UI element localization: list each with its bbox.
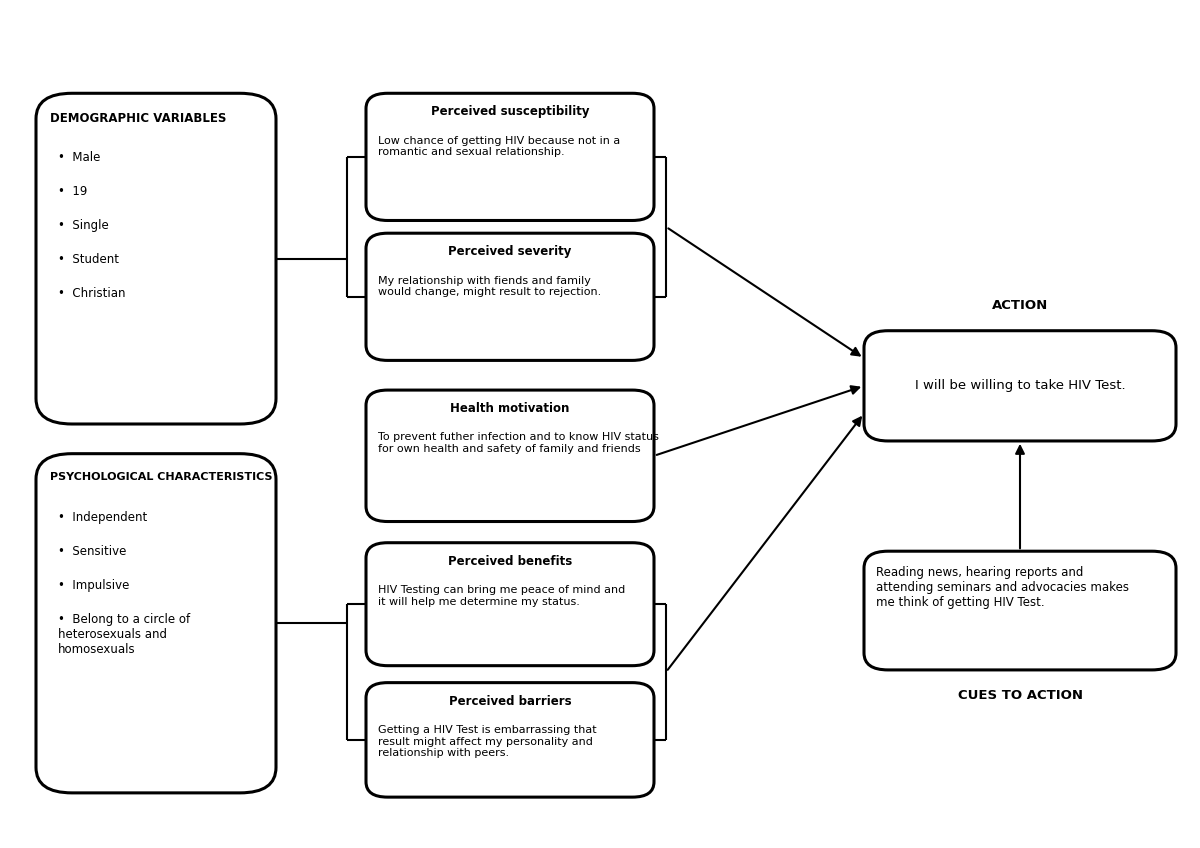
- FancyBboxPatch shape: [864, 331, 1176, 441]
- FancyBboxPatch shape: [366, 543, 654, 666]
- FancyBboxPatch shape: [36, 93, 276, 424]
- Text: DEMOGRAPHIC VARIABLES: DEMOGRAPHIC VARIABLES: [50, 112, 227, 125]
- FancyBboxPatch shape: [366, 683, 654, 797]
- Text: •  19: • 19: [58, 185, 86, 198]
- Text: Perceived severity: Perceived severity: [449, 245, 571, 258]
- Text: Low chance of getting HIV because not in a
romantic and sexual relationship.: Low chance of getting HIV because not in…: [378, 136, 620, 157]
- Text: Health motivation: Health motivation: [450, 402, 570, 415]
- Text: •  Single: • Single: [58, 219, 108, 232]
- Text: PSYCHOLOGICAL CHARACTERISTICS: PSYCHOLOGICAL CHARACTERISTICS: [50, 472, 272, 483]
- FancyBboxPatch shape: [36, 454, 276, 793]
- Text: •  Male: • Male: [58, 151, 100, 164]
- Text: Getting a HIV Test is embarrassing that
result might affect my personality and
r: Getting a HIV Test is embarrassing that …: [378, 725, 596, 758]
- Text: My relationship with fiends and family
would change, might result to rejection.: My relationship with fiends and family w…: [378, 276, 601, 297]
- FancyBboxPatch shape: [366, 233, 654, 360]
- Text: Reading news, hearing reports and
attending seminars and advocacies makes
me thi: Reading news, hearing reports and attend…: [876, 566, 1129, 610]
- Text: Perceived susceptibility: Perceived susceptibility: [431, 105, 589, 118]
- Text: •  Independent: • Independent: [58, 511, 146, 524]
- Text: •  Impulsive: • Impulsive: [58, 579, 128, 592]
- Text: ACTION: ACTION: [992, 299, 1048, 312]
- FancyBboxPatch shape: [366, 93, 654, 220]
- Text: Perceived benefits: Perceived benefits: [448, 555, 572, 567]
- Text: •  Belong to a circle of
heterosexuals and
homosexuals: • Belong to a circle of heterosexuals an…: [58, 613, 190, 656]
- Text: I will be willing to take HIV Test.: I will be willing to take HIV Test.: [914, 379, 1126, 393]
- Text: Perceived barriers: Perceived barriers: [449, 695, 571, 707]
- Text: •  Student: • Student: [58, 253, 119, 265]
- Text: To prevent futher infection and to know HIV status
for own health and safety of : To prevent futher infection and to know …: [378, 432, 659, 454]
- FancyBboxPatch shape: [366, 390, 654, 522]
- Text: •  Sensitive: • Sensitive: [58, 545, 126, 558]
- Text: HIV Testing can bring me peace of mind and
it will help me determine my status.: HIV Testing can bring me peace of mind a…: [378, 585, 625, 606]
- Text: •  Christian: • Christian: [58, 287, 125, 299]
- FancyBboxPatch shape: [864, 551, 1176, 670]
- Text: CUES TO ACTION: CUES TO ACTION: [958, 689, 1082, 701]
